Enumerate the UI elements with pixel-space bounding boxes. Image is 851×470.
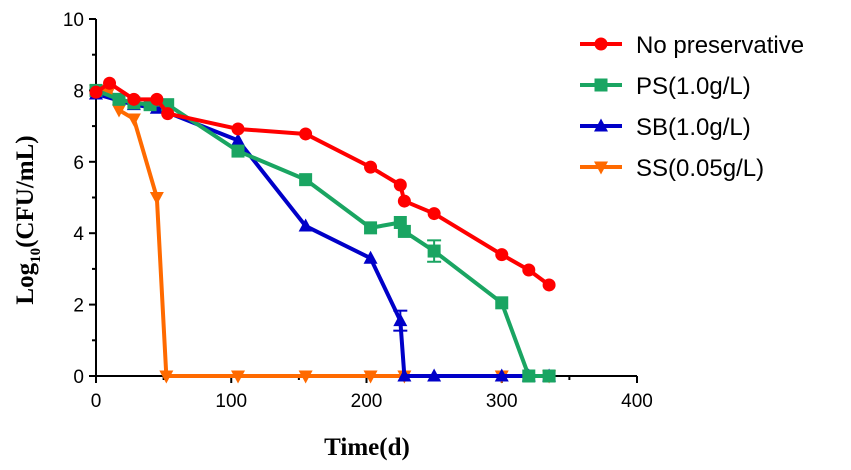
data-point — [363, 370, 378, 384]
legend-item: PS(1.0g/L) — [580, 73, 751, 100]
x-ticks: 0 100 200 300 400 — [91, 376, 653, 412]
data-point — [427, 244, 441, 258]
y-tick-label: 6 — [73, 153, 84, 174]
y-tick-label: 4 — [73, 224, 84, 245]
y-tick-label: 0 — [73, 367, 84, 388]
axes — [95, 19, 637, 377]
x-tick-label: 200 — [351, 391, 383, 412]
x-axis-title: Time(d) — [324, 434, 410, 461]
data-point — [103, 76, 117, 90]
data-point — [159, 370, 174, 384]
data-point — [112, 92, 126, 106]
x-tick-label: 100 — [215, 391, 247, 412]
data-point — [427, 368, 442, 382]
data-point — [298, 218, 313, 232]
y-axis-title: Log10(CFU/mL) — [12, 135, 44, 304]
data-point — [393, 313, 408, 327]
legend-label: No preservative — [636, 32, 804, 59]
y-tick-label: 2 — [73, 296, 84, 317]
legend-label: SB(1.0g/L) — [636, 114, 751, 141]
data-point — [126, 113, 141, 127]
legend-item: No preservative — [580, 32, 804, 59]
legend-item: SB(1.0g/L) — [580, 114, 751, 141]
data-point — [149, 192, 164, 205]
legend-marker — [594, 78, 608, 92]
data-point — [298, 370, 313, 384]
y-ticks: 0 2 4 6 8 10 — [63, 10, 96, 388]
y-axis-title-suffix: (CFU/mL) — [12, 135, 39, 247]
data-point — [364, 221, 378, 235]
data-point — [363, 250, 378, 264]
legend-marker — [594, 161, 608, 175]
legend-label: PS(1.0g/L) — [636, 73, 751, 100]
y-tick-label: 8 — [73, 81, 84, 102]
data-point — [161, 107, 175, 121]
series-0 — [89, 76, 556, 292]
data-point — [111, 104, 126, 118]
data-point — [393, 178, 407, 192]
y-axis-title-subscript: 10 — [28, 248, 44, 263]
legend-marker — [594, 37, 608, 51]
data-point — [495, 248, 509, 262]
data-point — [231, 370, 246, 384]
data-point — [364, 160, 378, 174]
legend: No preservative PS(1.0g/L) SB(1.0g/L) SS(0.… — [580, 32, 804, 182]
data-point — [397, 194, 411, 208]
legend-label: SS(0.05g/L) — [636, 155, 764, 182]
data-point — [494, 368, 509, 382]
data-point — [427, 207, 441, 221]
data-point — [231, 122, 245, 136]
data-point — [231, 132, 246, 146]
data-point — [89, 85, 103, 99]
x-tick-label: 400 — [621, 391, 653, 412]
data-point — [150, 92, 164, 106]
data-point — [127, 92, 141, 106]
data-point — [231, 144, 245, 158]
data-point — [397, 224, 411, 238]
data-point — [522, 263, 536, 277]
data-point — [542, 369, 556, 383]
legend-marker — [594, 118, 608, 132]
data-point — [299, 127, 313, 141]
series-layer — [89, 76, 557, 384]
data-point — [299, 173, 313, 187]
data-point — [542, 278, 556, 292]
x-tick-label: 300 — [486, 391, 518, 412]
y-tick-label: 10 — [63, 10, 84, 31]
data-point — [397, 368, 412, 382]
data-point — [495, 296, 509, 310]
y-axis-title-prefix: Log — [12, 262, 39, 304]
data-point — [522, 369, 536, 383]
legend-item: SS(0.05g/L) — [580, 155, 764, 182]
x-tick-label: 0 — [91, 391, 102, 412]
